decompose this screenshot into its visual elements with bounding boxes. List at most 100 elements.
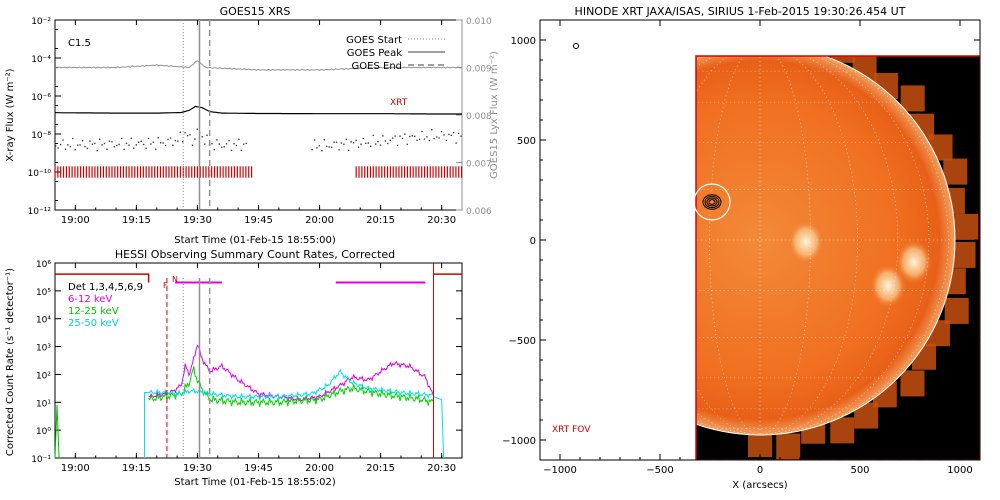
xrt-ytick-label: 1000 bbox=[511, 36, 536, 47]
goes-short-point bbox=[55, 145, 57, 147]
hessi-ytick-label: 10² bbox=[36, 371, 51, 381]
goes-xtick-label: 19:00 bbox=[61, 215, 90, 226]
goes-short-point bbox=[311, 149, 313, 151]
xrt-corona-block bbox=[951, 241, 976, 268]
goes-legend-peak: GOES Peak bbox=[347, 48, 402, 59]
goes-short-point bbox=[130, 137, 133, 139]
goes-xlabel: Start Time (01-Feb-15 18:55:00) bbox=[174, 235, 336, 246]
goes-short-point bbox=[57, 147, 59, 149]
hessi-legend-12-25: 12-25 keV bbox=[68, 306, 119, 317]
goes-short-point bbox=[157, 137, 159, 139]
goes-short-point bbox=[74, 149, 76, 151]
goes-short-point bbox=[345, 138, 347, 141]
hessi-xlabel: Start Time (01-Feb-15 18:55:02) bbox=[174, 477, 336, 488]
xrt-ytick-label: −500 bbox=[509, 336, 536, 347]
goes-short-point bbox=[189, 134, 191, 136]
hessi-series-25-50-keV bbox=[148, 369, 434, 402]
goes-short-point bbox=[333, 141, 335, 143]
xrt-title: HINODE XRT JAXA/ISAS, SIRIUS 1-Feb-2015 … bbox=[575, 5, 906, 18]
goes-short-point bbox=[431, 129, 433, 131]
goes-short-point bbox=[406, 143, 408, 145]
xrt-xtick-label: 0 bbox=[757, 465, 763, 476]
goes-short-point bbox=[316, 147, 318, 149]
goes-short-point bbox=[128, 144, 130, 146]
goes-short-point bbox=[140, 140, 142, 142]
goes-short-point bbox=[330, 146, 333, 148]
goes-short-point bbox=[428, 139, 430, 142]
goes-short-point bbox=[243, 143, 245, 145]
xrt-fov-content bbox=[696, 56, 980, 460]
goes-short-point bbox=[184, 132, 186, 134]
goes-short-point bbox=[177, 140, 179, 142]
goes-short-point bbox=[94, 142, 96, 145]
goes-short-point bbox=[326, 145, 328, 148]
xrt-ytick-label: −1000 bbox=[502, 436, 536, 447]
goes-short-point bbox=[245, 142, 247, 145]
goes-short-point bbox=[221, 146, 223, 148]
goes-short-point bbox=[196, 128, 198, 130]
hessi-ytick-label: 10⁴ bbox=[36, 316, 51, 326]
goes-short-point bbox=[340, 142, 343, 144]
goes-short-point bbox=[64, 148, 67, 150]
xrt-corona-block bbox=[831, 56, 856, 63]
hessi-ytick-label: 10¹ bbox=[36, 399, 51, 409]
goes-short-point bbox=[91, 143, 93, 145]
goes-short-point bbox=[194, 138, 196, 140]
goes-short-point bbox=[350, 141, 352, 143]
goes-short-point bbox=[360, 143, 362, 145]
goes-ytick-label: 10⁻¹² bbox=[28, 207, 52, 217]
goes-short-point bbox=[372, 134, 374, 137]
xrt-longitude-line bbox=[759, 56, 949, 436]
goes-short-point bbox=[370, 145, 372, 147]
xrt-solar-limb bbox=[564, 44, 956, 436]
goes-legend-start: GOES Start bbox=[346, 35, 402, 46]
hessi-xtick-label: 20:00 bbox=[305, 463, 334, 474]
goes-short-point bbox=[213, 148, 216, 151]
hessi-legend: Det 1,3,4,5,6,9 6-12 keV 12-25 keV 25-50… bbox=[68, 282, 143, 329]
goes-short-point bbox=[240, 149, 242, 152]
goes-short-point bbox=[108, 140, 111, 142]
goes-short-point bbox=[321, 150, 323, 152]
hessi-series-6-12-keV bbox=[148, 344, 434, 403]
goes-short-point bbox=[118, 143, 120, 146]
hessi-night-marker: N bbox=[172, 275, 178, 284]
goes-short-point bbox=[186, 134, 189, 137]
goes-xtick-label: 20:15 bbox=[366, 215, 395, 226]
goes-short-point bbox=[418, 138, 421, 140]
goes-short-point bbox=[135, 144, 137, 146]
xrt-xtick-label: 1000 bbox=[947, 465, 972, 476]
goes-short-point bbox=[338, 149, 340, 151]
goes-short-point bbox=[318, 145, 321, 147]
xrt-corona-block bbox=[900, 370, 925, 397]
hessi-xtick-label: 20:30 bbox=[427, 463, 456, 474]
goes-short-point bbox=[238, 138, 240, 140]
xrt-corona-block bbox=[900, 85, 925, 112]
goes-short-point bbox=[116, 144, 118, 147]
goes-short-point bbox=[355, 139, 357, 142]
goes-short-point bbox=[59, 143, 62, 146]
goes-short-point bbox=[399, 135, 401, 137]
goes-y2tick-label: 0.009 bbox=[466, 65, 492, 75]
xrt-flare-contour bbox=[708, 199, 716, 205]
goes-short-point bbox=[448, 133, 450, 136]
goes-short-point bbox=[445, 139, 448, 142]
xrt-corona-block bbox=[944, 297, 969, 324]
goes-short-point bbox=[396, 144, 399, 147]
goes-ylabel: X-ray Flux (W m⁻²) bbox=[5, 68, 16, 161]
goes-short-point bbox=[426, 136, 428, 138]
goes-short-point bbox=[233, 143, 235, 145]
goes-short-point bbox=[443, 134, 445, 136]
goes-short-point bbox=[323, 139, 325, 141]
goes-short-point bbox=[411, 135, 413, 137]
goes-short-point bbox=[377, 141, 379, 143]
goes-short-point bbox=[357, 146, 360, 148]
goes-short-point bbox=[423, 138, 426, 140]
goes-xtick-label: 19:15 bbox=[122, 215, 151, 226]
goes-xtick-label: 19:45 bbox=[244, 215, 273, 226]
goes-ytick-label: 10⁻¹⁰ bbox=[28, 169, 52, 179]
goes-long-line bbox=[55, 105, 462, 115]
goes-short-point bbox=[414, 135, 416, 138]
goes-xrt-label: XRT bbox=[390, 98, 408, 108]
goes-legend-end: GOES End bbox=[352, 61, 402, 72]
